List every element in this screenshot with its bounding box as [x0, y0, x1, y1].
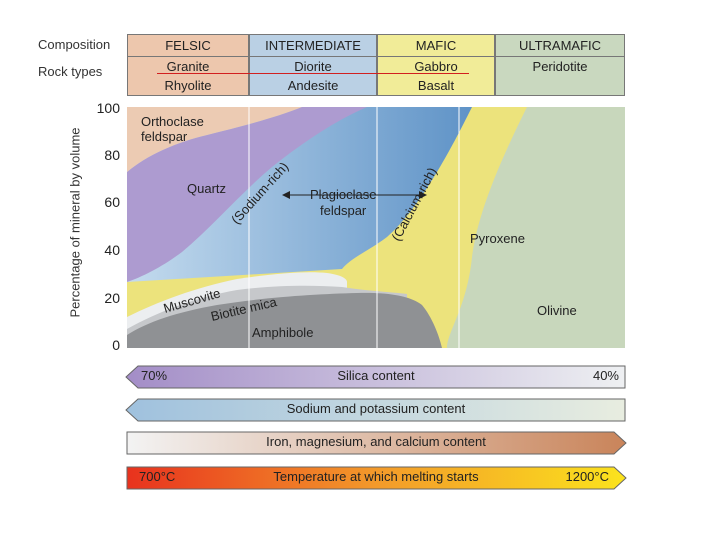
plagioclase-arrow-right-head [419, 191, 427, 199]
plagioclase-label-line1: Plagioclase [310, 187, 377, 202]
intermediate-header [249, 34, 377, 96]
silica-bar-label: Silica content [337, 368, 415, 383]
rock-rhyolite: Rhyolite [164, 78, 212, 93]
rock-types-label: Rock types [38, 64, 103, 79]
sodium-potassium-bar: Sodium and potassium content [125, 398, 627, 422]
amphibole-label: Amphibole [252, 325, 314, 340]
orthoclase-region [127, 107, 302, 172]
y-tick-40: 40 [104, 242, 120, 258]
rock-diorite: Diorite [294, 59, 332, 74]
orthoclase-label-line2: feldspar [141, 129, 188, 144]
rock-granite: Granite [166, 59, 210, 74]
mafic-header [377, 34, 495, 96]
red-underline [157, 73, 469, 74]
silica-bar-left: 70% [141, 368, 168, 383]
silica-bar: 70% Silica content 40% [125, 365, 627, 389]
rock-basalt: Basalt [417, 78, 455, 93]
y-tick-20: 20 [104, 290, 120, 306]
sodium-potassium-label: Sodium and potassium content [286, 401, 466, 416]
orthoclase-label-line1: Orthoclase [141, 114, 204, 129]
mafic-title: MAFIC [415, 38, 457, 53]
mineral-chart: (Sodium-rich) (Calcium-rich) Muscovite B… [127, 107, 625, 348]
intermediate-title: INTERMEDIATE [265, 38, 361, 53]
quartz-region [127, 107, 367, 282]
temperature-bar: 700°C Temperature at which melting start… [125, 466, 627, 490]
ultramafic-header [495, 34, 625, 96]
plagioclase-arrow-left-head [282, 191, 290, 199]
iron-magnesium-calcium-bar: Iron, magnesium, and calcium content [125, 431, 627, 455]
amphibole-region [127, 292, 442, 348]
y-axis-label: Percentage of mineral by volume [67, 127, 83, 318]
composition-label: Composition [38, 37, 111, 52]
olivine-label: Olivine [537, 303, 577, 318]
ultramafic-title: ULTRAMAFIC [518, 38, 602, 53]
y-tick-60: 60 [104, 194, 120, 210]
y-tick-100: 100 [96, 100, 120, 116]
felsic-header [127, 34, 249, 96]
iron-magnesium-calcium-label: Iron, magnesium, and calcium content [266, 434, 486, 449]
y-tick-80: 80 [104, 147, 120, 163]
temperature-bar-left: 700°C [139, 469, 176, 484]
quartz-label: Quartz [187, 181, 227, 196]
rock-andesite: Andesite [287, 78, 339, 93]
y-tick-0: 0 [112, 337, 120, 353]
rock-peridotite: Peridotite [532, 59, 588, 74]
felsic-title: FELSIC [165, 38, 211, 53]
pyroxene-label: Pyroxene [470, 231, 525, 246]
temperature-bar-label: Temperature at which melting starts [273, 469, 479, 484]
temperature-bar-right: 1200°C [565, 469, 609, 484]
plagioclase-label-line2: feldspar [320, 203, 367, 218]
silica-bar-right: 40% [592, 368, 619, 383]
rock-gabbro: Gabbro [414, 59, 458, 74]
